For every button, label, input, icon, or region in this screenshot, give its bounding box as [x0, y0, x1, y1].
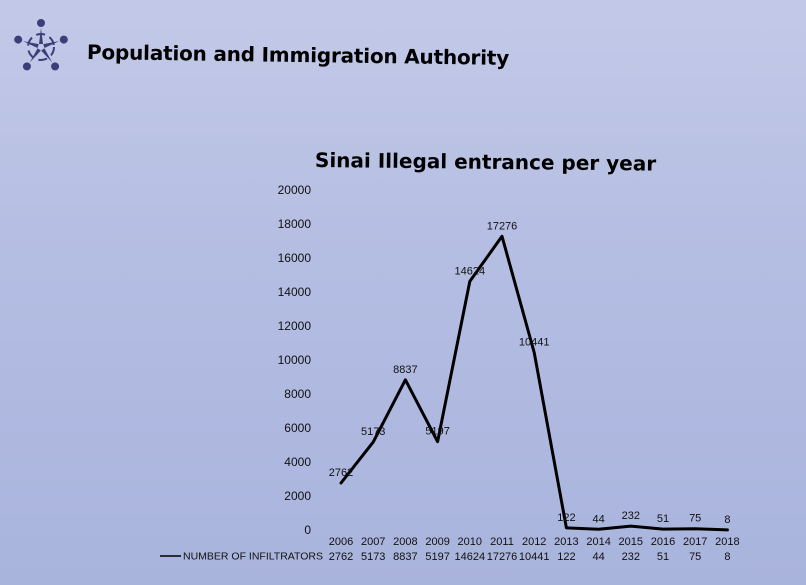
y-tick-label: 16000 [278, 251, 312, 265]
y-tick-label: 8000 [284, 387, 311, 401]
table-cell-value: 232 [622, 551, 640, 563]
table-cell-value: 44 [592, 551, 604, 563]
x-tick-label: 2011 [490, 536, 514, 548]
y-tick-label: 0 [304, 523, 311, 537]
table-cell-value: 75 [689, 551, 701, 563]
y-tick-label: 20000 [278, 183, 312, 197]
table-cell-value: 5197 [425, 551, 449, 563]
table-cell-value: 2762 [329, 551, 353, 563]
x-tick-label: 2013 [554, 536, 578, 548]
table-cell-value: 14624 [455, 551, 486, 563]
y-tick-label: 14000 [278, 285, 312, 299]
data-label: 8837 [393, 364, 417, 376]
y-tick-label: 6000 [284, 421, 311, 435]
data-label: 5197 [425, 426, 449, 438]
data-label: 8 [724, 514, 730, 526]
x-tick-label: 2016 [651, 536, 675, 548]
authority-logo-icon [14, 19, 68, 71]
x-tick-label: 2017 [683, 536, 707, 548]
data-label: 75 [689, 513, 701, 525]
y-tick-label: 12000 [278, 319, 312, 333]
y-tick-label: 4000 [284, 455, 311, 469]
x-tick-label: 2012 [522, 536, 546, 548]
y-tick-label: 18000 [278, 217, 312, 231]
x-tick-label: 2010 [458, 536, 482, 548]
table-cell-value: 10441 [519, 551, 550, 563]
data-label: 232 [622, 510, 640, 522]
x-tick-label: 2015 [619, 536, 643, 548]
data-label: 2762 [329, 467, 353, 479]
x-tick-label: 2014 [586, 536, 610, 548]
data-label: 122 [557, 512, 575, 524]
data-label: 14624 [455, 265, 486, 277]
table-cell-value: 17276 [487, 551, 518, 563]
data-label: 17276 [487, 220, 518, 232]
x-tick-label: 2018 [715, 536, 739, 548]
legend-label: NUMBER OF INFILTRATORS [183, 551, 323, 563]
data-label: 44 [592, 513, 604, 525]
table-cell-value: 8 [724, 551, 730, 563]
x-tick-label: 2009 [425, 536, 449, 548]
data-label: 5173 [361, 426, 385, 438]
table-cell-value: 8837 [393, 551, 417, 563]
table-cell-value: 51 [657, 551, 669, 563]
table-cell-value: 122 [557, 551, 575, 563]
series-line-number-of-infiltrators [339, 234, 729, 532]
table-cell-value: 5173 [361, 551, 385, 563]
y-tick-label: 2000 [284, 489, 311, 503]
data-label: 10441 [519, 337, 550, 349]
x-tick-label: 2008 [393, 536, 417, 548]
y-tick-label: 10000 [278, 353, 312, 367]
x-tick-label: 2006 [329, 536, 353, 548]
x-tick-label: 2007 [361, 536, 385, 548]
data-label: 51 [657, 513, 669, 525]
